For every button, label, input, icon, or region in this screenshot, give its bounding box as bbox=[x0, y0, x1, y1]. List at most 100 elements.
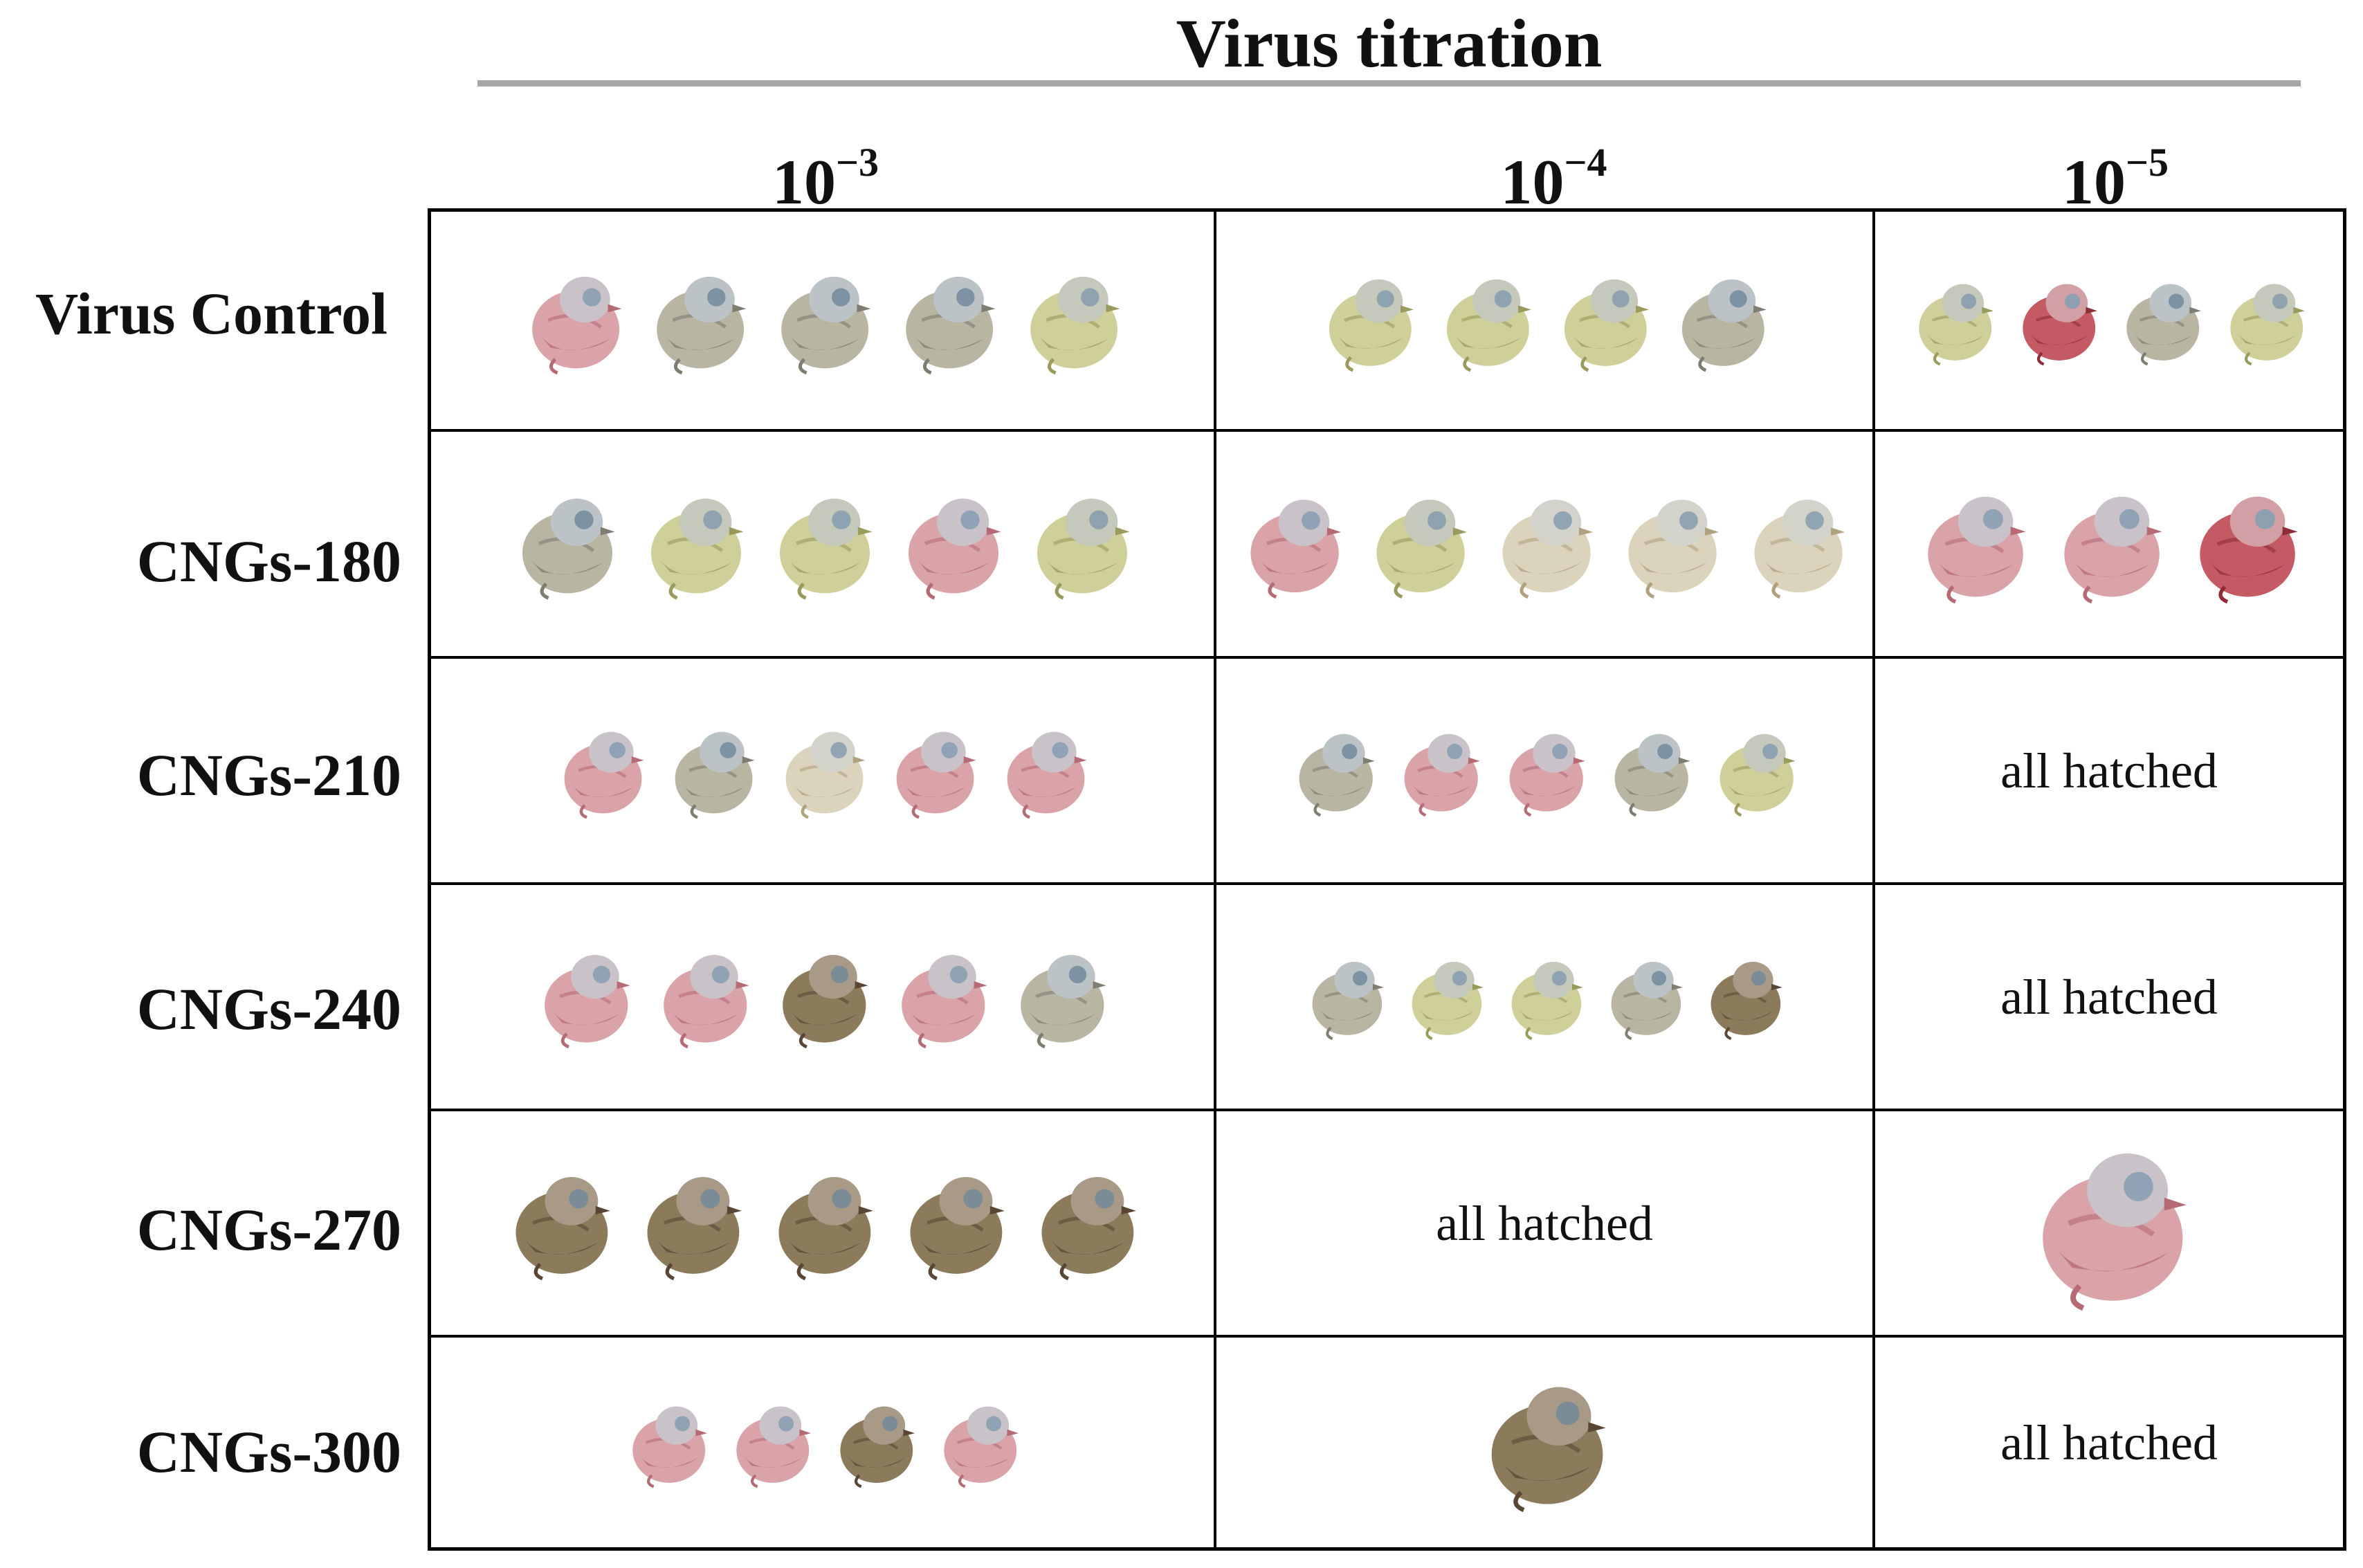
embryo-specimen bbox=[564, 731, 644, 819]
embryo-photo bbox=[1281, 694, 1807, 847]
embryo-specimen bbox=[1030, 277, 1120, 375]
embryo-specimen bbox=[1919, 284, 1994, 366]
embryo-specimen bbox=[910, 1177, 1005, 1281]
embryo-specimen bbox=[736, 1406, 811, 1488]
grid-divider bbox=[428, 1335, 2346, 1338]
embryo-specimen bbox=[902, 955, 987, 1049]
all-hatched-label: all hatched bbox=[2000, 1414, 2218, 1470]
super-title: Virus titration bbox=[1176, 5, 1603, 82]
embryo-specimen bbox=[896, 731, 976, 819]
row-label-cngs-300: CNGs-300 bbox=[136, 1419, 401, 1485]
embryo-specimen bbox=[1754, 500, 1845, 599]
embryo-specimen bbox=[1928, 496, 2026, 603]
embryo-specimen bbox=[1509, 733, 1585, 817]
embryo-specimen bbox=[522, 498, 615, 601]
embryo-photo bbox=[511, 241, 1134, 400]
embryo-specimen bbox=[545, 955, 630, 1049]
embryo-specimen bbox=[783, 955, 868, 1049]
cell-cngs-240-col-2 bbox=[1216, 885, 1872, 1109]
embryo-specimen bbox=[1312, 962, 1384, 1041]
embryo-specimen bbox=[839, 1406, 915, 1488]
embryo-specimen bbox=[1511, 962, 1583, 1041]
embryo-specimen bbox=[664, 955, 749, 1049]
cell-cngs-240-col-3: all hatched bbox=[1875, 885, 2343, 1109]
cell-cngs-210-col-1 bbox=[431, 659, 1214, 882]
cell-cngs-180-col-3 bbox=[1875, 432, 2343, 656]
embryo-specimen bbox=[1719, 733, 1796, 817]
cell-cngs-300-col-1 bbox=[431, 1338, 1214, 1547]
embryo-specimen bbox=[1007, 731, 1087, 819]
embryo-photo bbox=[2009, 1126, 2209, 1320]
embryo-specimen bbox=[1611, 962, 1683, 1041]
embryo-specimen bbox=[1502, 500, 1594, 599]
all-hatched-label: all hatched bbox=[2000, 969, 2218, 1025]
figure-grid bbox=[428, 208, 2346, 1551]
embryo-specimen bbox=[1404, 733, 1480, 817]
grid-divider bbox=[1214, 208, 1216, 1551]
embryo-photo bbox=[524, 910, 1120, 1084]
embryo-specimen bbox=[2023, 284, 2097, 366]
embryo-specimen bbox=[908, 498, 1001, 601]
column-header-3: 10−5 bbox=[2061, 140, 2169, 217]
embryo-specimen bbox=[675, 731, 755, 819]
embryo-specimen bbox=[1614, 733, 1690, 817]
embryo-specimen bbox=[1412, 962, 1484, 1041]
grid-divider bbox=[1872, 208, 1875, 1551]
embryo-specimen bbox=[1250, 500, 1342, 599]
all-hatched-label: all hatched bbox=[2000, 742, 2218, 799]
grid-divider bbox=[428, 882, 2346, 885]
cell-cngs-210-col-2 bbox=[1216, 659, 1872, 882]
row-label-cngs-210: CNGs-210 bbox=[136, 742, 401, 808]
embryo-specimen bbox=[1446, 279, 1531, 372]
column-header-1: 10−3 bbox=[772, 140, 879, 217]
embryo-photo bbox=[545, 687, 1100, 854]
embryo-specimen bbox=[2126, 284, 2201, 366]
cell-cngs-270-col-2: all hatched bbox=[1216, 1111, 1872, 1335]
embryo-specimen bbox=[1329, 279, 1414, 372]
embryo-specimen bbox=[779, 498, 873, 601]
embryo-specimen bbox=[1681, 279, 1767, 372]
column-header-2: 10−4 bbox=[1500, 140, 1607, 217]
cell-cngs-210-col-3: all hatched bbox=[1875, 659, 2343, 882]
row-label-cngs-270: CNGs-270 bbox=[136, 1196, 401, 1263]
grid-divider bbox=[428, 656, 2346, 659]
embryo-photo bbox=[1230, 440, 1859, 648]
cell-cngs-300-col-3: all hatched bbox=[1875, 1338, 2343, 1547]
embryo-specimen bbox=[1564, 279, 1649, 372]
embryo-photo bbox=[500, 464, 1144, 623]
cell-cngs-270-col-3 bbox=[1875, 1111, 2343, 1335]
embryo-specimen bbox=[1710, 962, 1782, 1041]
embryo-specimen bbox=[785, 731, 866, 819]
row-label-cngs-180: CNGs-180 bbox=[136, 528, 401, 594]
embryo-photo bbox=[614, 1356, 1030, 1529]
embryo-specimen bbox=[632, 1406, 707, 1488]
cell-virus-control-col-2 bbox=[1216, 212, 1872, 429]
embryo-photo bbox=[1901, 248, 2317, 393]
embryo-photo bbox=[1309, 237, 1780, 403]
embryo-specimen bbox=[781, 277, 871, 375]
embryo-specimen bbox=[650, 498, 744, 601]
embryo-specimen bbox=[778, 1177, 873, 1281]
embryo-specimen bbox=[656, 277, 747, 375]
embryo-specimen bbox=[1491, 1387, 1606, 1512]
embryo-specimen bbox=[1037, 498, 1130, 601]
cell-cngs-240-col-1 bbox=[431, 885, 1214, 1109]
embryo-specimen bbox=[1021, 955, 1106, 1049]
grid-divider bbox=[428, 429, 2346, 432]
cell-virus-control-col-1 bbox=[431, 212, 1214, 429]
embryo-specimen bbox=[2043, 1153, 2187, 1311]
grid-divider bbox=[428, 1109, 2346, 1111]
super-title-rule bbox=[477, 80, 2301, 86]
embryo-specimen bbox=[1299, 733, 1375, 817]
embryo-specimen bbox=[516, 1177, 610, 1281]
embryo-photo bbox=[1905, 454, 2313, 634]
cell-virus-control-col-3 bbox=[1875, 212, 2343, 429]
all-hatched-label: all hatched bbox=[1436, 1195, 1653, 1251]
embryo-photo bbox=[1295, 903, 1794, 1091]
embryo-specimen bbox=[1376, 500, 1468, 599]
embryo-specimen bbox=[647, 1177, 742, 1281]
embryo-specimen bbox=[2200, 496, 2298, 603]
embryo-specimen bbox=[2230, 284, 2305, 366]
embryo-specimen bbox=[1628, 500, 1719, 599]
embryo-specimen bbox=[943, 1406, 1019, 1488]
